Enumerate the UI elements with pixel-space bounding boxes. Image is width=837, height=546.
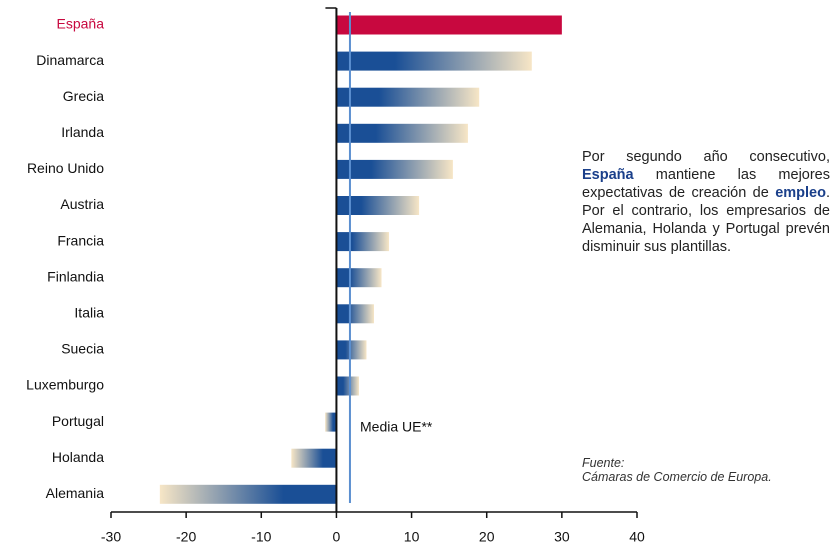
bar xyxy=(336,268,382,288)
source-label: Fuente: xyxy=(582,456,625,470)
note-emphasis: España xyxy=(582,167,634,183)
bar xyxy=(336,159,453,179)
category-label: Italia xyxy=(74,305,104,321)
source: Fuente: Cámaras de Comercio de Europa. xyxy=(582,456,772,484)
x-tick-label: 0 xyxy=(333,529,341,545)
bar xyxy=(336,196,420,215)
category-label: Francia xyxy=(57,232,104,248)
category-label: Alemania xyxy=(46,485,105,501)
bar xyxy=(336,123,468,143)
category-label: España xyxy=(57,16,105,32)
source-text: Cámaras de Comercio de Europa. xyxy=(582,470,772,484)
note: Por segundo año consecutivo, España mant… xyxy=(582,148,830,256)
reference-label: Media UE** xyxy=(360,419,433,435)
bar xyxy=(291,448,337,468)
bar xyxy=(336,15,562,35)
x-tick-label: 10 xyxy=(404,529,420,545)
bar xyxy=(336,340,367,360)
category-label: Luxemburgo xyxy=(26,377,104,393)
bar xyxy=(325,412,337,432)
bar xyxy=(336,51,532,71)
note-text: Por segundo año consecutivo, xyxy=(582,149,830,165)
category-label: Portugal xyxy=(52,413,104,429)
x-tick-label: 30 xyxy=(554,529,570,545)
category-label: Reino Unido xyxy=(27,160,104,176)
note-text: . Por el contrario, los empresarios de A… xyxy=(582,185,830,255)
category-label: Finlandia xyxy=(47,268,104,284)
bar xyxy=(336,376,359,396)
bar xyxy=(336,87,480,107)
category-label: Holanda xyxy=(52,449,104,465)
x-tick-label: -20 xyxy=(176,529,196,545)
bar xyxy=(336,232,390,252)
category-label: Dinamarca xyxy=(36,52,104,68)
note-text: mantiene las mejores expectativas de cre… xyxy=(582,167,830,201)
x-tick-label: 20 xyxy=(479,529,495,545)
x-tick-label: -10 xyxy=(251,529,271,545)
bar xyxy=(159,484,337,504)
x-tick-label: -30 xyxy=(101,529,121,545)
category-label: Irlanda xyxy=(61,124,104,140)
category-label: Austria xyxy=(60,196,104,212)
category-label: Suecia xyxy=(61,341,104,357)
x-tick-label: 40 xyxy=(629,529,645,545)
category-label: Grecia xyxy=(63,88,104,104)
bar xyxy=(336,304,374,324)
note-emphasis: empleo xyxy=(775,185,826,201)
